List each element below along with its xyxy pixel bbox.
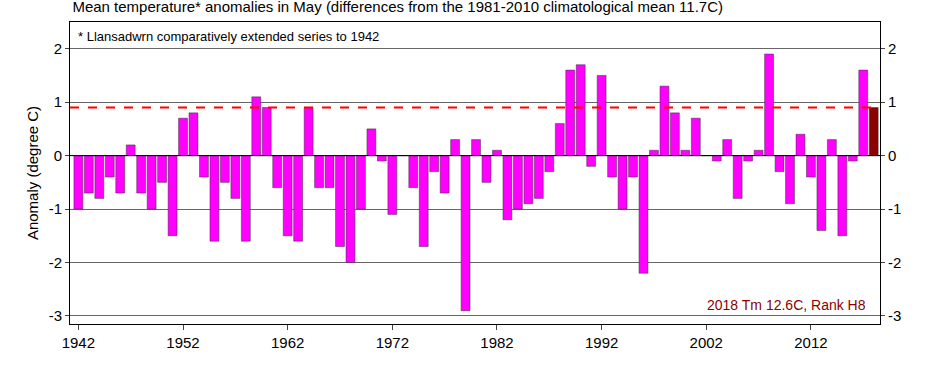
svg-text:1: 1 [54, 93, 62, 110]
svg-text:Anomaly (degree C): Anomaly (degree C) [24, 106, 41, 240]
svg-text:2: 2 [888, 40, 896, 57]
svg-text:0: 0 [888, 147, 896, 164]
svg-text:2: 2 [54, 40, 62, 57]
svg-text:1952: 1952 [166, 334, 199, 351]
svg-text:1992: 1992 [585, 334, 618, 351]
svg-text:-1: -1 [49, 200, 62, 217]
svg-text:0: 0 [54, 147, 62, 164]
svg-text:-2: -2 [49, 254, 62, 271]
svg-text:2002: 2002 [690, 334, 723, 351]
svg-text:1: 1 [888, 93, 896, 110]
svg-text:-2: -2 [888, 254, 901, 271]
svg-text:2018 Tm 12.6C, Rank H8: 2018 Tm 12.6C, Rank H8 [707, 297, 866, 313]
svg-text:1962: 1962 [271, 334, 304, 351]
svg-text:Mean temperature* anomalies in: Mean temperature* anomalies in May (diff… [72, 0, 723, 15]
svg-text:1942: 1942 [62, 334, 95, 351]
svg-text:* Llansadwrn comparatively ext: * Llansadwrn comparatively extended seri… [78, 29, 379, 44]
svg-text:-1: -1 [888, 200, 901, 217]
svg-text:-3: -3 [49, 307, 62, 324]
svg-text:1982: 1982 [480, 334, 513, 351]
svg-text:1972: 1972 [376, 334, 409, 351]
svg-text:-3: -3 [888, 307, 901, 324]
svg-text:2012: 2012 [794, 334, 827, 351]
